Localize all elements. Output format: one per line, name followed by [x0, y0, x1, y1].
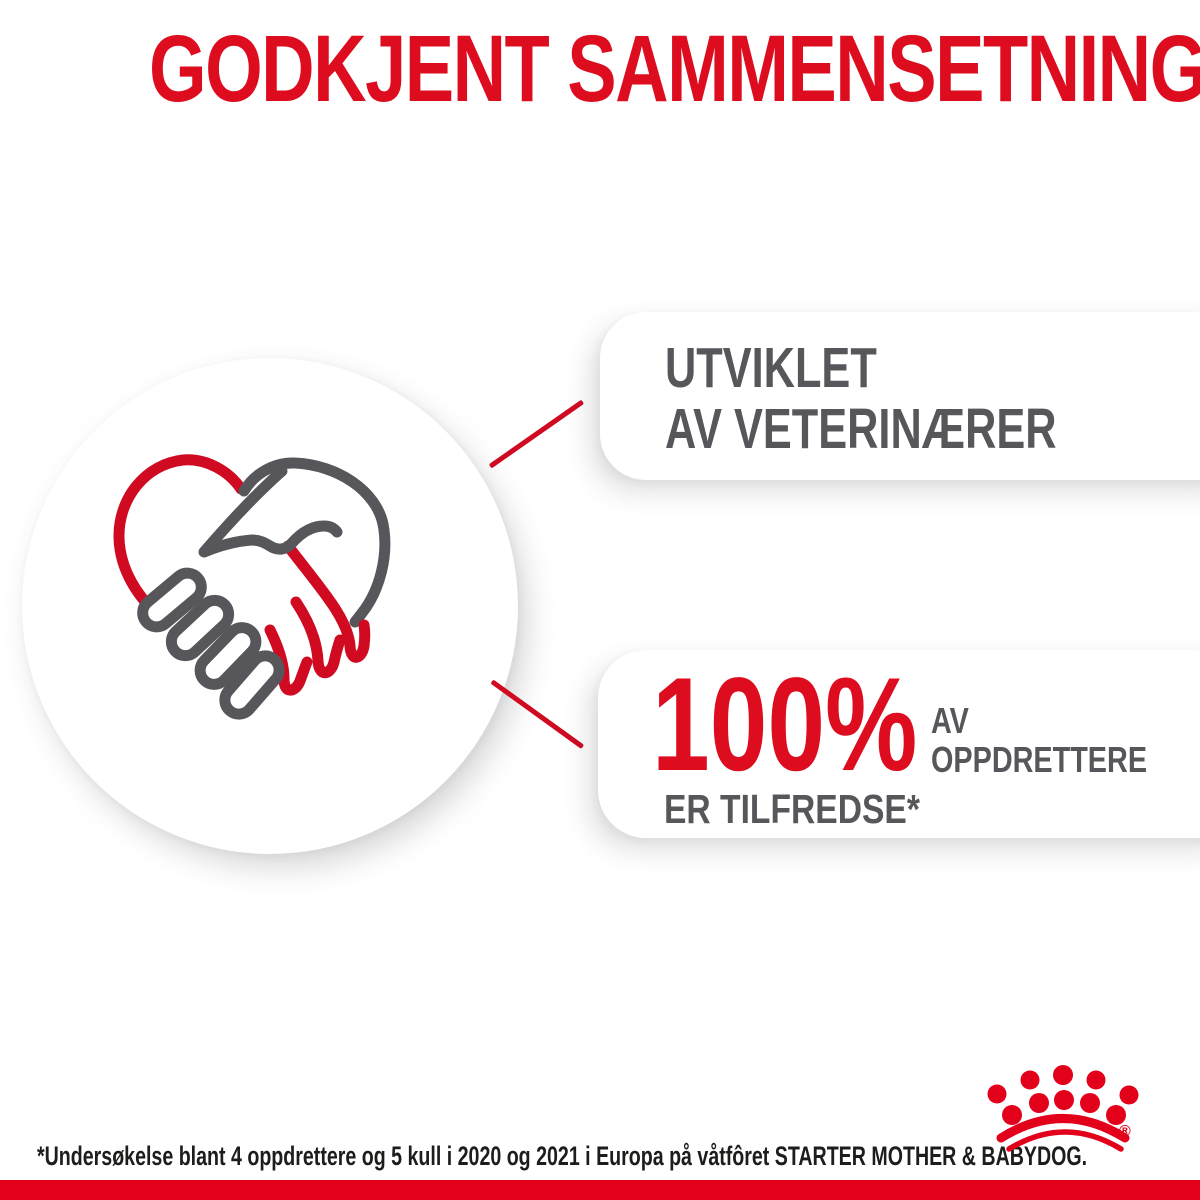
registered-trademark: ®: [1119, 1123, 1131, 1140]
claim-vets-line2: AV VETERINÆRER: [665, 397, 1057, 461]
claim-vets-line1: UTVIKLET: [665, 336, 877, 400]
claim-card-vets: [600, 312, 1200, 480]
page-title-text: GODKJENT SAMMENSETNING: [149, 16, 1200, 122]
stat-qualifier-line2: OPPDRETTERE: [931, 738, 1148, 780]
connector-line-bottom: [490, 679, 585, 749]
bottom-red-bar: [0, 1180, 1200, 1200]
stat-statement: ER TILFREDSE*: [664, 786, 920, 832]
footnote: *Undersøkelse blant 4 oppdrettere og 5 k…: [37, 1141, 1088, 1171]
heart-handshake-icon: [113, 454, 391, 720]
claim-vets-text: UTVIKLET AV VETERINÆRER: [665, 338, 1180, 460]
stat-qualifier-line1: AV: [931, 700, 969, 741]
connector-line-top: [488, 399, 584, 469]
hero-circle: [22, 358, 518, 854]
page-title: GODKJENT SAMMENSETNING: [0, 22, 1200, 117]
claim-card-satisfaction: [598, 650, 1200, 838]
royal-canin-crown-icon: [987, 1065, 1139, 1152]
stat-qualifier: AV OPPDRETTERE: [931, 700, 1200, 780]
stat-value: 100%: [652, 651, 918, 799]
